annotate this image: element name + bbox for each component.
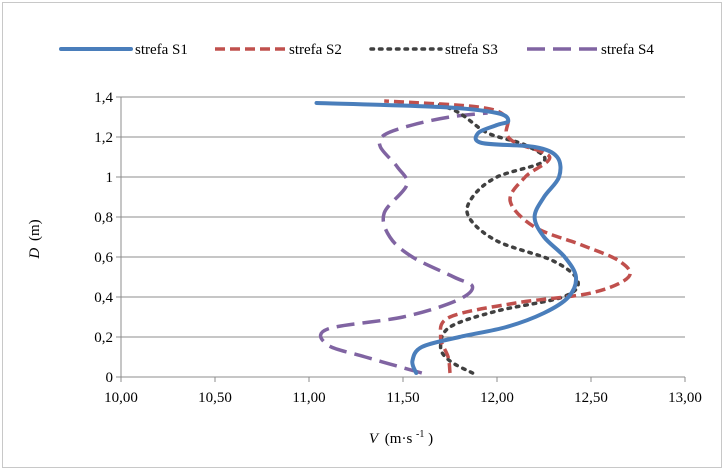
x-tick-label: 13,00 (668, 390, 702, 406)
x-axis-var: V (369, 431, 380, 447)
y-tick-label: 1 (106, 170, 114, 186)
x-axis-unit: (m·s (385, 431, 413, 447)
x-axis-close: ) (428, 431, 433, 447)
x-tick-label: 12,50 (574, 390, 608, 406)
y-tick-label: 1,4 (94, 90, 113, 106)
x-axis-label: V (m·s -1 ) (369, 425, 433, 447)
x-tick-label: 10,50 (198, 390, 232, 406)
series-line-4 (318, 111, 488, 375)
legend-layer: strefa S1 strefa S2 strefa S3 strefa S4 (59, 42, 654, 58)
chart-frame: 0 0,2 0,4 0,6 0,8 1 1,2 1,4 10,00 10,50 11,00 11,50… (2, 2, 722, 468)
x-tick-label: 11,00 (292, 390, 325, 406)
y-tick-label: 1,2 (94, 130, 113, 146)
y-tick-label: 0,6 (94, 250, 113, 266)
legend-label-3: strefa S3 (445, 42, 498, 58)
grid-layer (121, 96, 685, 338)
x-axis-exp: -1 (416, 429, 424, 440)
y-tick-label: 0,4 (94, 290, 113, 306)
y-tick-label: 0,2 (94, 330, 113, 346)
series-layer (314, 99, 632, 375)
legend-label-1: strefa S1 (135, 42, 188, 58)
axis-layer: 0 0,2 0,4 0,6 0,8 1 1,2 1,4 10,00 10,50 11,00 11,50… (94, 90, 702, 406)
y-axis-var: D (27, 248, 43, 260)
legend-label-2: strefa S2 (289, 42, 342, 58)
y-axis-label: D (m) (27, 219, 43, 259)
x-tick-label: 10,00 (104, 390, 138, 406)
chart-svg: 0 0,2 0,4 0,6 0,8 1 1,2 1,4 10,00 10,50 11,00 11,50… (27, 42, 702, 447)
x-tick-label: 12,00 (480, 390, 514, 406)
x-tick-label: 11,50 (386, 390, 419, 406)
series-line-3 (433, 101, 580, 375)
series-line-1 (314, 101, 579, 375)
y-tick-label: 0,8 (94, 210, 113, 226)
legend-label-4: strefa S4 (601, 42, 654, 58)
y-axis-unit: (m) (27, 219, 43, 241)
series-line-2 (384, 99, 632, 374)
y-tick-label: 0 (106, 370, 114, 386)
